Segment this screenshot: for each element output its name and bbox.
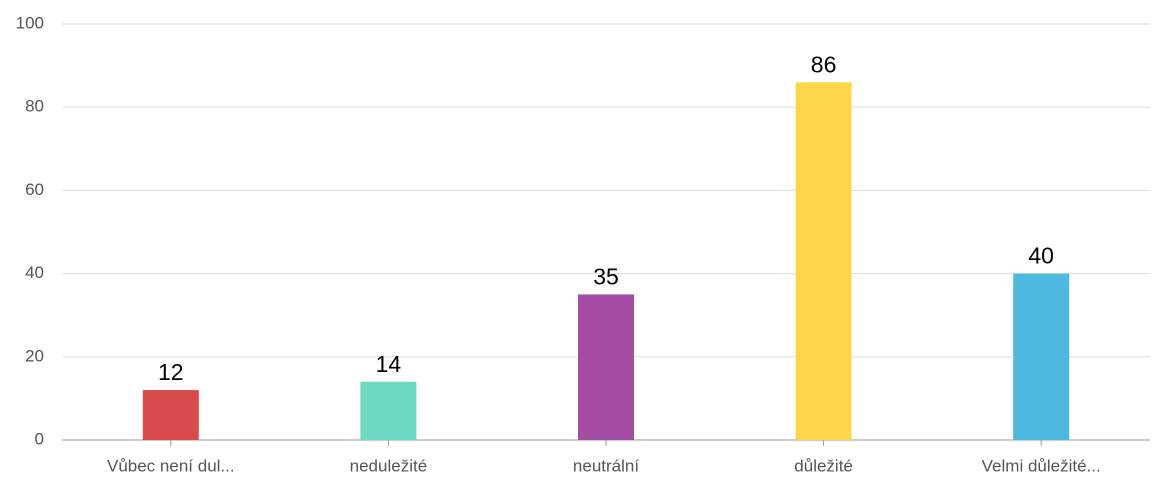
value-label: 14 <box>376 351 402 377</box>
y-tick-label: 100 <box>16 13 44 32</box>
y-tick-label: 60 <box>25 180 44 199</box>
value-label: 40 <box>1028 243 1054 269</box>
bar <box>142 390 199 440</box>
x-tick-label: neduležité <box>350 456 428 475</box>
value-label: 35 <box>593 263 619 289</box>
x-tick-label: Vůbec není dul... <box>107 456 235 475</box>
x-tick-label: důležité <box>794 456 853 475</box>
y-tick-label: 20 <box>25 346 44 365</box>
bar <box>795 82 852 441</box>
y-tick-label: 0 <box>35 429 44 448</box>
bar <box>578 294 634 440</box>
value-label: 12 <box>158 359 184 385</box>
x-tick-label: Velmi důležité... <box>982 456 1101 475</box>
y-tick-label: 40 <box>25 263 44 282</box>
y-tick-label: 80 <box>25 97 44 116</box>
value-label: 86 <box>811 51 837 77</box>
bar <box>360 381 417 440</box>
bar <box>1013 273 1070 440</box>
x-tick-label: neutrální <box>573 456 639 475</box>
